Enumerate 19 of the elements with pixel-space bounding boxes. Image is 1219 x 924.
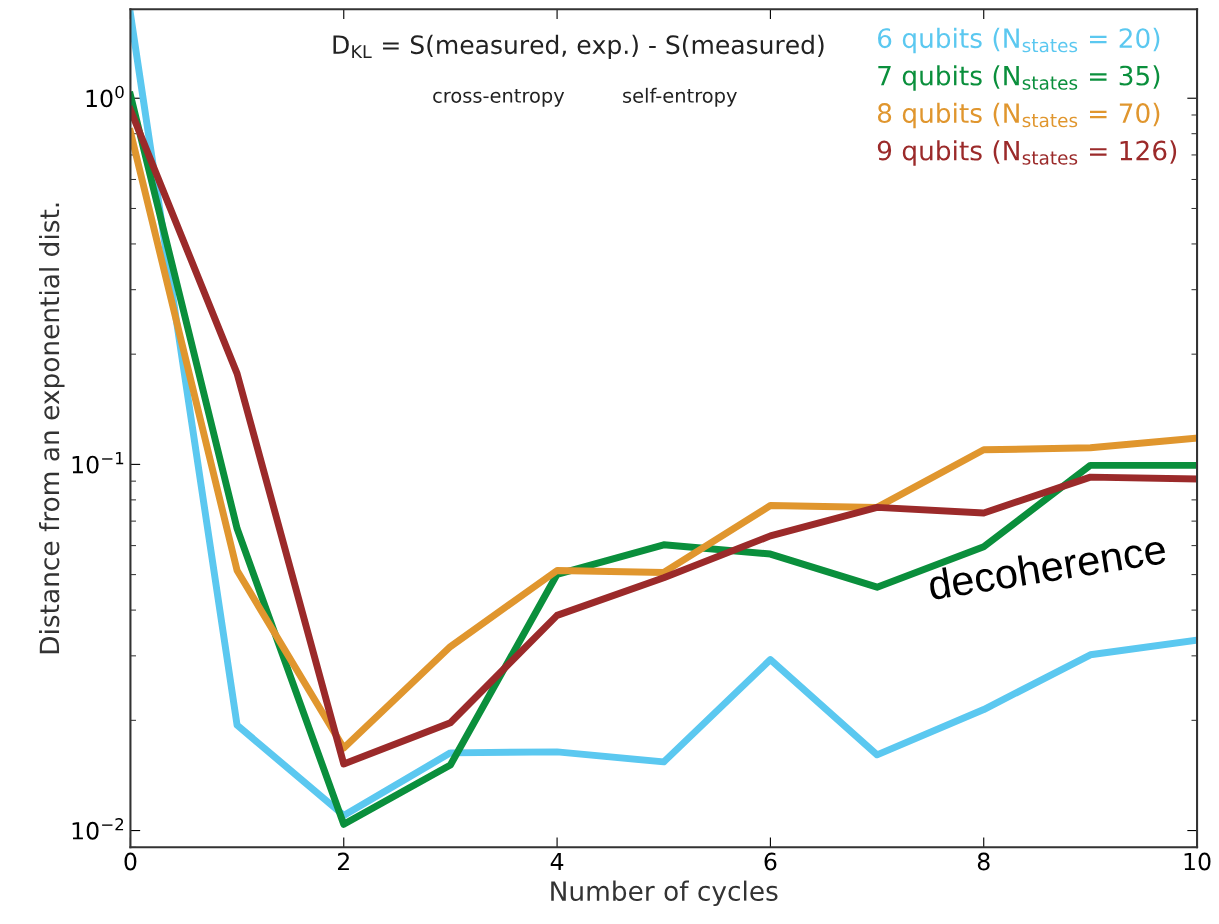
annotation: cross-entropy <box>433 88 565 107</box>
annotation: decoherence <box>927 533 1167 601</box>
x-tick-label: 0 <box>124 852 137 871</box>
text: 7 qubits (N$_{states}$ = 35) <box>878 65 1160 91</box>
text: 6 qubits (N$_{states}$ = 20) <box>878 27 1160 54</box>
annotation: self-entropy <box>623 87 737 107</box>
x-tick-label: 4 <box>550 852 564 871</box>
text: 8 qubits (N$_{states}$ = 70) <box>877 102 1160 129</box>
x-tick-label: 10 <box>1184 852 1211 871</box>
x-tick-label: 8 <box>977 852 990 871</box>
y-tick-label: 10$^{0}$ <box>86 85 124 108</box>
annotation: D$_{KL}$ = S(measured, exp.) - S(measured) <box>333 34 824 60</box>
x-axis-title: Number of cycles <box>551 880 778 907</box>
y-tick-label: 10$^{−1}$ <box>72 452 124 474</box>
x-tick-label: 2 <box>337 852 349 871</box>
y-axis-title: Distance from an exponential dist. <box>38 203 65 654</box>
text: 9 qubits (N$_{states}$ = 126) <box>877 140 1177 166</box>
y-tick-label: 10$^{−2}$ <box>72 818 124 840</box>
x-tick-label: 6 <box>764 852 777 871</box>
